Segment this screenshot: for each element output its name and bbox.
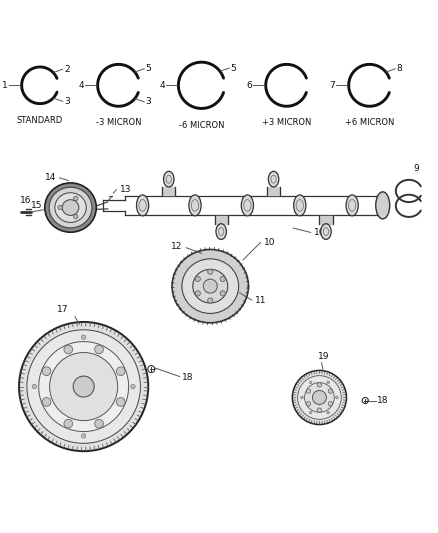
Text: 10: 10 [264,238,276,247]
Circle shape [58,205,62,210]
Ellipse shape [189,195,201,216]
Text: +3 MICRON: +3 MICRON [262,118,311,127]
Circle shape [42,367,51,376]
Circle shape [336,396,338,399]
Circle shape [220,276,226,281]
Ellipse shape [304,383,334,413]
Circle shape [309,381,312,384]
Text: 10: 10 [314,228,326,237]
Circle shape [32,384,36,389]
Ellipse shape [39,342,129,432]
Text: 9: 9 [413,164,419,173]
Circle shape [306,389,311,393]
Ellipse shape [241,195,254,216]
Text: 5: 5 [231,63,237,72]
Text: 1: 1 [2,81,8,90]
Circle shape [328,402,332,406]
Circle shape [327,381,329,384]
Circle shape [81,335,86,340]
Ellipse shape [172,249,248,323]
Text: STANDARD: STANDARD [17,116,63,125]
Circle shape [95,419,103,428]
Circle shape [74,214,78,219]
Text: 8: 8 [396,64,403,73]
Ellipse shape [193,269,228,303]
Text: 14: 14 [45,173,56,182]
Ellipse shape [49,187,92,228]
Circle shape [64,345,73,354]
Circle shape [208,298,213,303]
Ellipse shape [293,195,306,216]
Ellipse shape [346,195,358,216]
Text: 2: 2 [64,65,70,74]
Circle shape [195,290,201,296]
Ellipse shape [297,376,341,419]
Ellipse shape [268,171,279,187]
Ellipse shape [137,195,149,216]
Ellipse shape [216,224,226,239]
Circle shape [220,290,226,296]
Text: 3: 3 [64,97,70,106]
Ellipse shape [45,183,96,232]
Circle shape [300,396,303,399]
Text: 19: 19 [318,352,329,361]
Circle shape [312,391,326,405]
Text: 18: 18 [182,373,194,382]
Circle shape [95,345,103,354]
Text: 15: 15 [31,201,42,210]
Circle shape [309,411,312,414]
Circle shape [117,367,125,376]
Circle shape [317,408,321,413]
Text: -6 MICRON: -6 MICRON [179,120,224,130]
Ellipse shape [62,200,79,215]
Circle shape [42,398,51,406]
Ellipse shape [27,330,141,443]
Ellipse shape [55,193,86,222]
Text: 13: 13 [120,185,131,194]
Ellipse shape [49,352,118,421]
Text: 3: 3 [145,98,151,107]
Text: +6 MICRON: +6 MICRON [345,118,394,127]
Circle shape [74,196,78,200]
Circle shape [208,269,213,274]
Text: -3 MICRON: -3 MICRON [96,118,141,127]
Circle shape [117,398,125,406]
Ellipse shape [163,171,174,187]
Circle shape [203,279,217,293]
Text: 12: 12 [170,243,182,252]
Text: 17: 17 [57,305,68,314]
Text: 4: 4 [159,81,165,90]
Ellipse shape [376,192,390,219]
Ellipse shape [321,224,331,239]
Ellipse shape [19,322,148,451]
Circle shape [131,384,135,389]
Text: 7: 7 [329,81,335,90]
Text: 11: 11 [255,296,267,305]
Text: 18: 18 [377,396,389,405]
Text: 6: 6 [247,81,252,90]
Circle shape [317,383,321,387]
Circle shape [306,402,311,406]
Circle shape [327,411,329,414]
Ellipse shape [182,259,239,313]
Text: 5: 5 [145,64,151,73]
Text: 4: 4 [78,81,84,90]
Circle shape [73,376,94,397]
Circle shape [195,276,201,281]
Text: 16: 16 [20,196,32,205]
Circle shape [81,434,86,438]
Ellipse shape [292,370,346,425]
Circle shape [64,419,73,428]
Circle shape [328,389,332,393]
